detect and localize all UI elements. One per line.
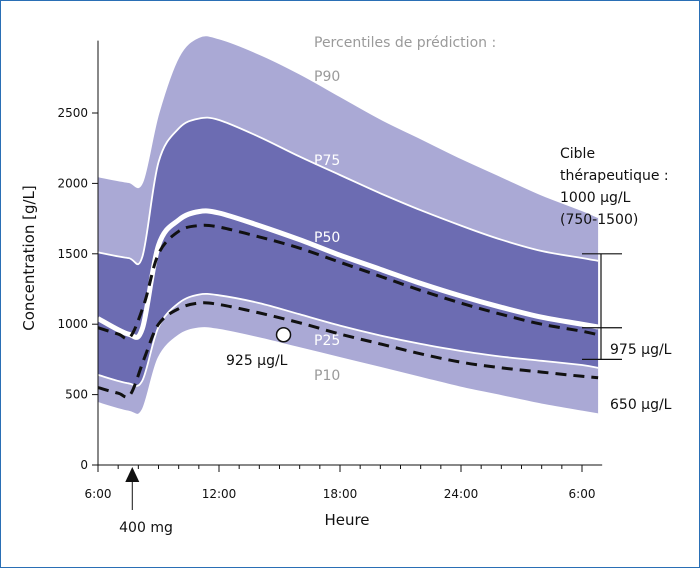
band-label-p10: P10 bbox=[314, 368, 340, 384]
y-tick-label: 2000 bbox=[57, 176, 88, 190]
observation-label: 925 µg/L bbox=[226, 353, 288, 369]
p50-end-annotation: 975 µg/L bbox=[610, 342, 672, 358]
band-p75-p50 bbox=[98, 117, 599, 338]
x-tick-label: 6:00 bbox=[569, 487, 596, 501]
y-ticks: 0 500 1000 1500 2000 2500 bbox=[57, 106, 98, 472]
band-boundary-p10 bbox=[97, 327, 599, 416]
y-tick-label: 1500 bbox=[57, 247, 88, 261]
band-p50-p25 bbox=[98, 210, 599, 386]
target-title-line-2: thérapeutique : bbox=[560, 168, 669, 184]
band-boundary-p90 bbox=[97, 34, 599, 219]
band-label-p90: P90 bbox=[314, 69, 340, 85]
band-p90-p75 bbox=[98, 35, 599, 265]
x-axis-title: Heure bbox=[324, 511, 369, 529]
therapeutic-target: Cible thérapeutique : 1000 µg/L (750-150… bbox=[560, 146, 669, 360]
target-title-line-4: (750-1500) bbox=[560, 212, 638, 228]
x-ticks: 6:00 12:00 18:00 24:00 6:00 bbox=[85, 465, 596, 501]
y-tick-label: 2500 bbox=[57, 106, 88, 120]
target-title-line-1: Cible bbox=[560, 146, 595, 162]
y-tick-label: 0 bbox=[80, 458, 88, 472]
p25-end-annotation: 650 µg/L bbox=[610, 397, 672, 413]
band-labels: P90 P75 P50 P25 P10 bbox=[314, 69, 340, 384]
band-p25-p10 bbox=[98, 293, 599, 415]
band-label-p75: P75 bbox=[314, 153, 340, 169]
y-tick-label: 500 bbox=[65, 388, 88, 402]
x-tick-label: 12:00 bbox=[202, 487, 237, 501]
dose-label: 400 mg bbox=[119, 520, 173, 536]
x-tick-label: 6:00 bbox=[85, 487, 112, 501]
y-tick-label: 1000 bbox=[57, 317, 88, 331]
legend-title: Percentiles de prédiction : bbox=[314, 35, 496, 51]
band-label-p50: P50 bbox=[314, 230, 340, 246]
x-tick-label: 18:00 bbox=[323, 487, 358, 501]
observation: 925 µg/L bbox=[226, 327, 292, 369]
band-boundary-p75 bbox=[97, 116, 599, 266]
prediction-curve-1 bbox=[97, 223, 599, 341]
band-boundary-p25 bbox=[97, 292, 599, 387]
y-axis-title: Concentration [g/L] bbox=[20, 185, 38, 331]
dose-arrow-icon bbox=[125, 467, 140, 482]
target-title-line-3: 1000 µg/L bbox=[560, 190, 631, 206]
dose-marker: 400 mg bbox=[119, 467, 173, 536]
percentile-bands bbox=[96, 34, 599, 416]
prediction-curves bbox=[97, 223, 599, 399]
observation-point bbox=[275, 327, 292, 343]
band-label-p25: P25 bbox=[314, 333, 340, 349]
prediction-curve-2 bbox=[97, 301, 599, 399]
x-tick-label: 24:00 bbox=[444, 487, 479, 501]
